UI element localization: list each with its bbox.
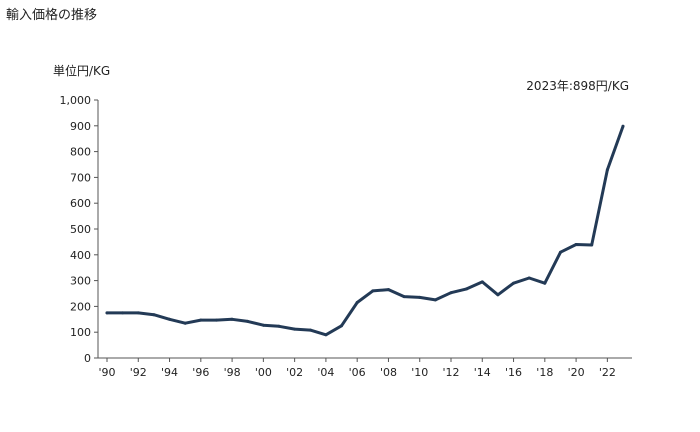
data-point <box>121 311 125 315</box>
x-tick-label: '90 <box>98 366 115 379</box>
data-point <box>152 313 156 317</box>
x-tick-label: '00 <box>255 366 272 379</box>
data-point <box>465 287 469 291</box>
y-axis-ticks: 0 100 200 300 400 500 600 700 800 900 1,000 <box>60 94 98 365</box>
y-tick-label: 300 <box>70 275 91 288</box>
y-tick-label: 100 <box>70 326 91 339</box>
data-point <box>324 333 328 337</box>
y-tick-label: 1,000 <box>60 94 92 107</box>
data-point <box>277 324 281 328</box>
data-point <box>293 327 297 331</box>
x-tick-label: '04 <box>317 366 334 379</box>
y-tick-label: 700 <box>70 171 91 184</box>
y-tick-label: 0 <box>84 352 91 365</box>
x-tick-label: '12 <box>442 366 459 379</box>
data-point <box>355 301 359 304</box>
x-tick-label: '14 <box>474 366 491 379</box>
x-tick-label: '06 <box>349 366 366 379</box>
chart-title: 輸入価格の推移 <box>6 8 98 23</box>
x-tick-label: '16 <box>505 366 522 379</box>
series-group <box>105 124 625 337</box>
data-point <box>512 281 515 285</box>
data-point <box>590 243 594 247</box>
x-axis-ticks: '90 '92 '94 '96 '98 '00 '02 '04 '06 '08 '10 '12 '14 '… <box>98 358 616 379</box>
data-point <box>371 289 375 293</box>
data-point <box>183 321 187 325</box>
data-point <box>480 280 484 284</box>
data-point <box>199 318 203 322</box>
data-point <box>527 276 531 280</box>
data-point <box>605 168 609 172</box>
data-point <box>433 298 437 302</box>
x-tick-label: '98 <box>224 366 241 379</box>
x-tick-label: '18 <box>536 366 553 379</box>
y-tick-label: 500 <box>70 223 91 236</box>
data-point <box>574 243 578 246</box>
data-point <box>340 324 343 328</box>
y-tick-label: 200 <box>70 300 91 313</box>
latest-value-annotation: 2023年:898円/KG <box>526 79 629 93</box>
y-tick-label: 400 <box>70 249 91 262</box>
data-point <box>496 293 500 297</box>
y-tick-label: 900 <box>70 120 91 133</box>
data-point <box>621 124 625 128</box>
data-point <box>246 319 250 323</box>
chart-axes <box>97 100 632 359</box>
data-point <box>543 281 547 285</box>
data-point <box>261 323 265 327</box>
data-point <box>449 291 453 295</box>
unit-label: 単位円/KG <box>53 64 111 78</box>
x-tick-label: '20 <box>568 366 585 379</box>
data-point <box>559 250 562 254</box>
data-point <box>387 288 390 292</box>
data-point <box>105 311 109 315</box>
x-tick-label: '10 <box>411 366 428 379</box>
x-tick-label: '92 <box>130 366 147 379</box>
data-point <box>230 317 234 321</box>
x-tick-label: '96 <box>192 366 209 379</box>
x-tick-label: '02 <box>286 366 303 379</box>
x-tick-label: '94 <box>161 366 178 379</box>
y-tick-label: 600 <box>70 197 91 210</box>
data-point <box>418 295 422 299</box>
data-point <box>136 311 140 315</box>
y-tick-label: 800 <box>70 146 91 159</box>
x-tick-label: '08 <box>380 366 397 379</box>
series-line <box>105 124 625 337</box>
x-tick-label: '22 <box>599 366 616 379</box>
data-point <box>215 318 218 322</box>
data-point <box>168 317 171 321</box>
data-point <box>402 295 406 299</box>
data-point <box>308 328 312 332</box>
